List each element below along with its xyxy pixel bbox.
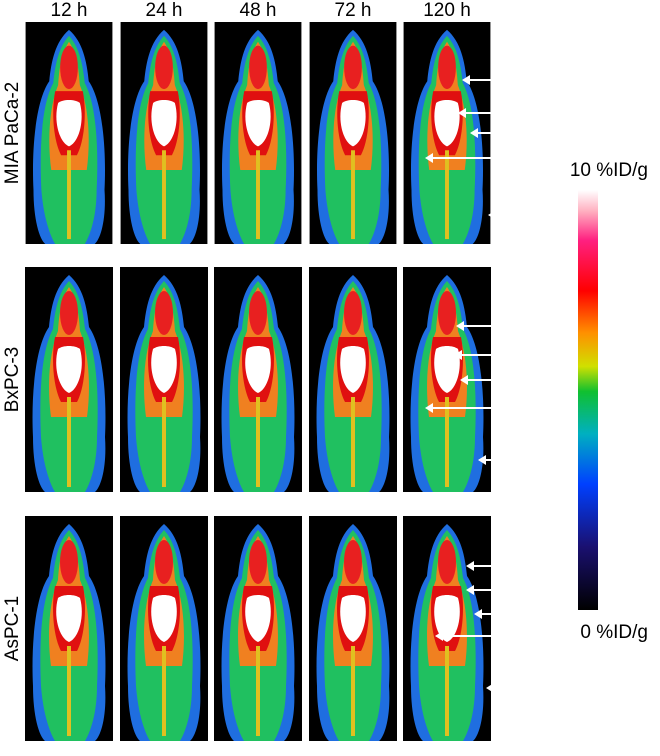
arrow-head: [474, 609, 482, 619]
organ-label: A: [520, 557, 532, 576]
arrow-head: [488, 210, 496, 220]
row-label: AsPC-1: [2, 596, 23, 661]
organ-label: L: [520, 371, 530, 390]
arrow-head: [458, 108, 466, 118]
arrow-head: [466, 561, 474, 571]
arrow-head: [478, 455, 486, 465]
organ-label: H: [520, 104, 532, 123]
organ-label: T: [520, 451, 531, 470]
arrow-head: [425, 153, 433, 163]
organ-label: S: [520, 399, 531, 418]
arrow-head: [486, 683, 494, 693]
arrow-head: [456, 321, 464, 331]
pet-image: [120, 267, 208, 492]
pet-image: [25, 516, 113, 741]
pet-image: [309, 267, 397, 492]
column-label: 72 h: [335, 0, 372, 21]
pet-image: [309, 516, 397, 741]
colorbar-min: 0 %ID/g: [580, 622, 648, 643]
pet-image: [25, 267, 113, 492]
arrow-head: [466, 585, 474, 595]
arrow-head: [462, 75, 470, 85]
organ-label: H: [520, 346, 532, 365]
arrow-head: [470, 128, 478, 138]
column-label: 48 h: [240, 0, 277, 21]
pet-image: [120, 516, 208, 741]
pet-image: [309, 22, 397, 244]
colorbar: [578, 190, 598, 610]
row-label: MIA PaCa-2: [2, 82, 23, 184]
organ-label: S: [520, 149, 531, 168]
organ-label: S: [520, 627, 531, 646]
pet-image: [214, 22, 302, 244]
organ-label: T: [520, 679, 531, 698]
organ-label: L: [520, 124, 530, 143]
pet-image: [120, 22, 208, 244]
column-label: 120 h: [423, 0, 471, 21]
arrow-head: [454, 350, 462, 360]
arrow-head: [425, 403, 433, 413]
arrow-head: [435, 631, 443, 641]
colorbar-max: 10 %ID/g: [570, 160, 648, 181]
organ-label: A: [520, 317, 532, 336]
column-label: 12 h: [51, 0, 88, 21]
organ-label: A: [520, 71, 532, 90]
pet-image: [25, 22, 113, 244]
pet-image: [403, 516, 491, 741]
organ-label: L: [520, 605, 530, 624]
row-label: BxPC-3: [2, 347, 23, 412]
pet-image: [214, 267, 302, 492]
pet-image: [214, 516, 302, 741]
column-label: 24 h: [146, 0, 183, 21]
organ-label: T: [520, 206, 531, 225]
arrow-head: [460, 375, 468, 385]
organ-label: H: [520, 581, 532, 600]
